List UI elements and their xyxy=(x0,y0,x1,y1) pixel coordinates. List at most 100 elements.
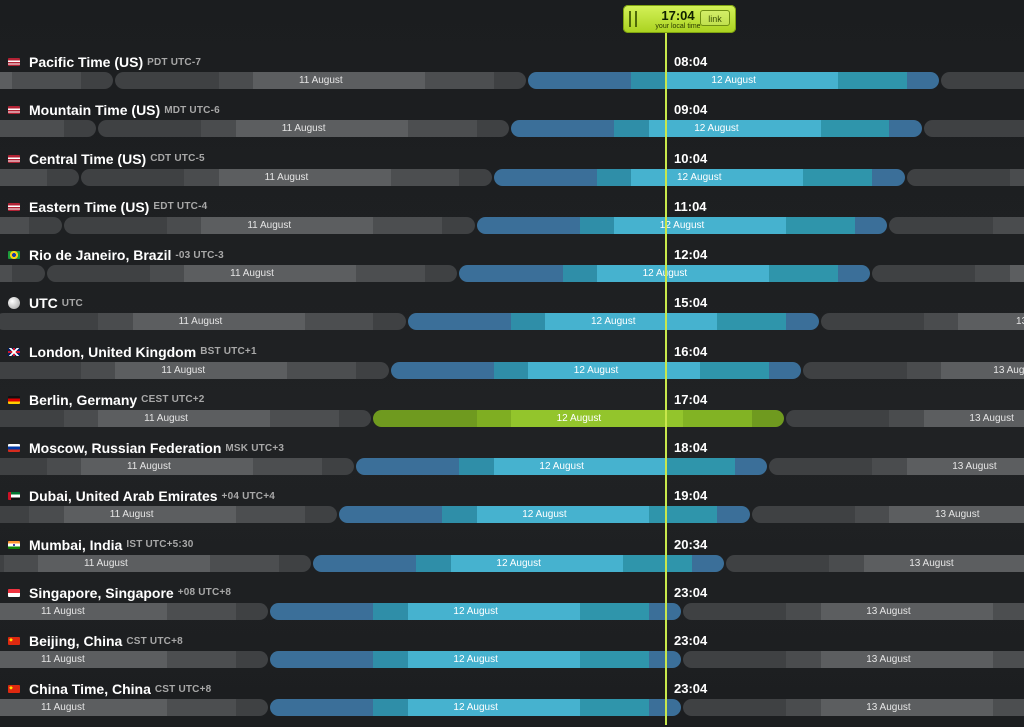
timeline-track[interactable]: 11 August 12 August xyxy=(0,216,1024,234)
day-bar[interactable]: 12 August xyxy=(270,699,682,717)
day-bar[interactable]: 13 August xyxy=(683,602,1024,620)
timeline-track[interactable]: 11 August 12 August 13 August xyxy=(0,409,1024,427)
zone-time: 18:04 xyxy=(674,440,708,455)
day-bar[interactable] xyxy=(0,265,45,282)
day-bar[interactable]: 12 August xyxy=(390,361,802,379)
timeline-track[interactable]: 11 August 12 August 13 August xyxy=(0,458,1024,475)
day-bar[interactable]: 11 August xyxy=(0,651,269,668)
day-bar[interactable]: 11 August xyxy=(0,313,406,331)
day-segment xyxy=(820,120,890,138)
day-bar[interactable]: 13 August xyxy=(683,651,1024,668)
day-bar[interactable]: 12 August xyxy=(528,72,940,89)
day-bar[interactable] xyxy=(923,120,1024,138)
day-bar[interactable]: 11 August xyxy=(0,602,269,620)
day-label: 12 August xyxy=(694,123,739,135)
day-bar[interactable]: 13 August xyxy=(683,699,1024,717)
timeline-track[interactable]: 11 August 12 August xyxy=(0,168,1024,186)
day-bar[interactable]: 11 August xyxy=(0,506,338,524)
day-segment xyxy=(425,265,458,282)
zone-name: China Time, China xyxy=(29,681,151,698)
zone-name: UTC xyxy=(29,295,58,312)
day-bar[interactable]: 11 August xyxy=(0,409,372,427)
day-segment xyxy=(906,361,942,379)
day-label: 12 August xyxy=(677,171,722,183)
day-segment xyxy=(0,409,64,427)
day-label: 12 August xyxy=(522,509,567,521)
day-label: 12 August xyxy=(711,75,756,86)
day-bar[interactable]: 13 August xyxy=(726,554,1024,572)
day-bar[interactable]: 12 August xyxy=(313,554,725,572)
day-segment xyxy=(872,168,905,186)
zone-abbreviation: CST UTC+8 xyxy=(154,683,212,695)
timeline-track[interactable]: 11 August 12 August 13 August xyxy=(0,554,1024,572)
day-segment xyxy=(407,602,580,620)
timezone-label: Pacific Time (US) PDT UTC-7 xyxy=(8,52,201,72)
timeline-track[interactable]: 11 August 12 August xyxy=(0,265,1024,282)
day-label: 11 August xyxy=(264,171,309,183)
day-segment xyxy=(373,699,408,717)
timeline-track[interactable]: 11 August 12 August 13 August xyxy=(0,699,1024,717)
timeline-track[interactable]: 11 August 12 August 13 August xyxy=(0,651,1024,668)
day-bar[interactable] xyxy=(872,265,1024,282)
day-segment xyxy=(906,168,1010,186)
day-segment xyxy=(614,216,787,234)
day-bar[interactable]: 12 August xyxy=(493,168,905,186)
day-bar[interactable] xyxy=(906,168,1024,186)
day-bar[interactable]: 13 Aug xyxy=(803,361,1024,379)
timeline-track[interactable]: 11 August 12 August 13 Aug xyxy=(0,361,1024,379)
day-bar[interactable]: 12 August xyxy=(339,506,750,524)
day-bar[interactable]: 11 August xyxy=(0,361,389,379)
day-bar[interactable] xyxy=(0,168,80,186)
day-bar[interactable]: 11 August xyxy=(115,72,527,89)
day-bar[interactable]: 11 August xyxy=(98,120,510,138)
day-segment xyxy=(872,458,907,475)
day-bar[interactable] xyxy=(889,216,1024,234)
day-bar[interactable]: 12 August xyxy=(511,120,922,138)
day-bar[interactable] xyxy=(0,120,97,138)
timeline-track[interactable]: 11 August 12 August 13 August xyxy=(0,602,1024,620)
day-segment xyxy=(184,168,219,186)
day-label: 11 August xyxy=(298,75,343,86)
day-segment xyxy=(648,120,821,138)
timeline-track[interactable]: 11 August 12 August xyxy=(0,72,1024,89)
day-bar[interactable]: 12 August xyxy=(270,651,682,668)
day-bar[interactable]: 12 August xyxy=(476,216,888,234)
day-segment xyxy=(889,506,1024,524)
day-bar[interactable]: 11 August xyxy=(0,458,355,475)
day-segment xyxy=(253,72,426,89)
day-bar[interactable]: 13 A xyxy=(820,313,1024,331)
day-bar[interactable]: 12 August xyxy=(356,458,768,475)
day-bar[interactable]: 11 August xyxy=(0,554,312,572)
day-bar[interactable]: 11 August xyxy=(46,265,458,282)
day-bar[interactable]: 11 August xyxy=(63,216,475,234)
current-time-line[interactable] xyxy=(665,32,667,725)
day-segment xyxy=(356,265,426,282)
day-bar[interactable]: 12 August xyxy=(459,265,871,282)
day-label: 12 August xyxy=(539,461,584,472)
timeline-track[interactable]: 11 August 12 August xyxy=(0,120,1024,138)
timeline-track[interactable]: 11 August 12 August 13 A xyxy=(0,313,1024,331)
day-segment xyxy=(0,72,13,89)
link-button[interactable]: link xyxy=(700,10,730,26)
day-bar[interactable] xyxy=(0,216,62,234)
day-bar[interactable]: 13 August xyxy=(786,409,1024,427)
drag-handle-icon[interactable] xyxy=(629,11,637,27)
day-bar[interactable]: 12 August xyxy=(407,313,819,331)
day-bar[interactable]: 13 August xyxy=(751,506,1024,524)
day-bar[interactable]: 11 August xyxy=(0,699,269,717)
day-bar[interactable]: 12 August xyxy=(373,409,785,427)
day-bar[interactable] xyxy=(941,72,1024,89)
day-segment xyxy=(270,409,340,427)
day-segment xyxy=(0,506,30,524)
day-segment xyxy=(0,458,47,475)
timeline-track[interactable]: 11 August 12 August 13 August xyxy=(0,506,1024,524)
current-time-badge[interactable]: 17:04 your local time link xyxy=(623,5,736,33)
day-bar[interactable] xyxy=(0,72,114,89)
day-bar[interactable]: 12 August xyxy=(270,602,682,620)
flag-icon-in xyxy=(8,540,20,549)
day-segment xyxy=(683,651,787,668)
day-bar[interactable]: 11 August xyxy=(81,168,492,186)
day-bar[interactable]: 13 August xyxy=(769,458,1024,475)
day-label: 11 August xyxy=(83,557,128,569)
day-segment xyxy=(769,458,873,475)
